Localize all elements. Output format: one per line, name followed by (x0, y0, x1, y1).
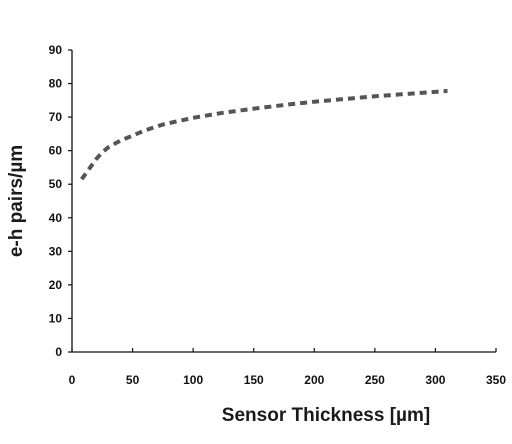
x-tick-label: 0 (69, 373, 76, 387)
y-tick-label: 40 (49, 211, 63, 225)
series-line (80, 88, 448, 181)
y-axis-title: e-h pairs/µm (6, 145, 27, 257)
x-tick-label: 100 (183, 373, 203, 387)
tick-marks (68, 49, 497, 353)
x-tick-label: 300 (425, 373, 445, 387)
x-axis-title: Sensor Thickness [µm] (222, 405, 430, 426)
y-tick-label: 60 (49, 144, 63, 158)
y-tick-label: 20 (49, 278, 63, 292)
x-tick-label: 150 (244, 373, 264, 387)
y-tick-label: 90 (49, 43, 63, 57)
y-tick-label: 0 (55, 345, 62, 359)
y-tick-label: 10 (49, 311, 63, 325)
x-tick-label: 200 (304, 373, 324, 387)
y-tick-label: 30 (49, 244, 63, 258)
y-tick-label: 80 (49, 77, 63, 91)
x-tick-labels: 0 50 100 150 200 250 300 350 (69, 373, 507, 387)
y-tick-label: 70 (49, 110, 63, 124)
x-tick-label: 50 (126, 373, 140, 387)
x-tick-label: 350 (486, 373, 506, 387)
x-tick-label: 250 (365, 373, 385, 387)
y-tick-label: 50 (49, 177, 63, 191)
y-tick-labels: 0 10 20 30 40 50 60 70 80 90 (49, 43, 63, 359)
